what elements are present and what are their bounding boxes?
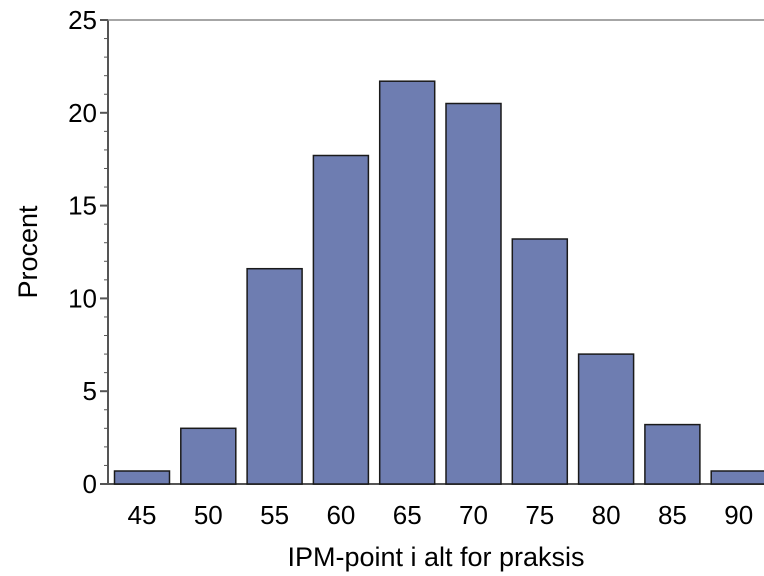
y-axis-title: Procent: [13, 205, 43, 299]
y-tick-label: 5: [83, 376, 97, 406]
bar-50: [180, 427, 237, 485]
bar-55: [246, 267, 303, 485]
bar-60: [312, 154, 370, 485]
bar-45: [113, 470, 171, 485]
x-tick-label: 75: [525, 500, 554, 530]
bar-65: [378, 80, 436, 485]
y-tick-label: 20: [68, 98, 97, 128]
x-tick-label: 65: [393, 500, 422, 530]
y-tick-label: 10: [68, 283, 97, 313]
bars-group: [113, 80, 764, 485]
y-tick-label: 25: [68, 5, 97, 35]
y-tick-label: 0: [83, 469, 97, 499]
y-tick-label: 15: [68, 191, 97, 221]
y-axis-ticks: 0 5 10 15 20 25: [68, 5, 108, 499]
x-tick-label: 60: [326, 500, 355, 530]
x-tick-label: 55: [260, 500, 289, 530]
bar-85: [644, 423, 701, 485]
x-tick-label: 45: [128, 500, 157, 530]
x-tick-label: 90: [724, 500, 753, 530]
plot-frame: [107, 19, 764, 485]
bar-70: [445, 102, 502, 485]
bar-90: [710, 470, 764, 485]
bar-75: [511, 238, 569, 485]
x-tick-label: 80: [592, 500, 621, 530]
x-tick-label: 70: [459, 500, 488, 530]
bar-80: [577, 353, 635, 485]
x-axis-title: IPM-point i alt for praksis: [287, 542, 584, 572]
x-tick-label: 85: [658, 500, 687, 530]
x-axis-ticks: 45 50 55 60 65 70 75 80 85 90: [128, 500, 754, 530]
x-tick-label: 50: [194, 500, 223, 530]
